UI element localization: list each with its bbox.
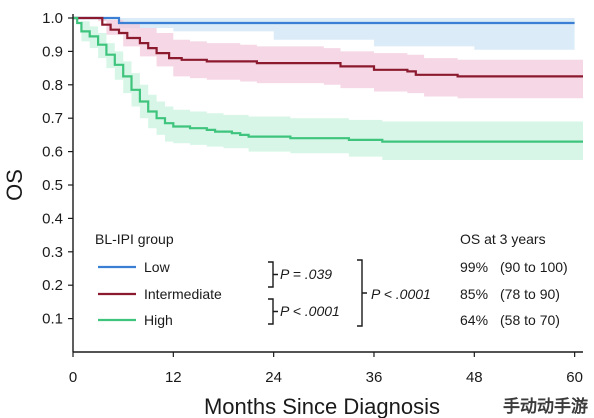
p-value-low-high: P < .0001 (371, 286, 431, 302)
y-tick-label: 0.4 (42, 210, 63, 227)
axes: 0.1 0.2 0.3 0.4 0.5 0.6 0.7 0.8 0.9 1.0 0 12 24 36 48 6… (42, 10, 583, 386)
legend-label-intermediate: Intermediate (144, 286, 222, 302)
x-tick-label: 60 (566, 369, 583, 386)
x-axis-title: Months Since Diagnosis (204, 394, 440, 418)
x-tick-label: 12 (165, 369, 182, 386)
x-tick-label: 48 (466, 369, 483, 386)
y-tick-label: 0.3 (42, 244, 63, 261)
y-tick-label: 0.9 (42, 43, 63, 60)
os-3yr-low: 99% (460, 259, 488, 275)
legend-label-low: Low (144, 259, 171, 275)
ci-3yr-low: (90 to 100) (500, 259, 568, 275)
ci-3yr-high: (58 to 70) (500, 312, 560, 328)
x-tick-label: 36 (366, 369, 383, 386)
y-tick-label: 0.6 (42, 144, 63, 161)
y-tick-label: 0.5 (42, 177, 63, 194)
ci-band-high (73, 18, 583, 164)
y-tick-label: 0.2 (42, 277, 63, 294)
watermark: 手动动手游 (503, 396, 588, 416)
bracket-low-intermediate (268, 261, 278, 288)
bracket-intermediate-high (268, 298, 278, 325)
y-tick-label: 0.7 (42, 110, 63, 127)
y-tick-label: 1.0 (42, 10, 63, 27)
y-tick-label: 0.8 (42, 77, 63, 94)
bracket-low-high (357, 259, 367, 327)
legend-label-high: High (144, 312, 173, 328)
curve-high (73, 16, 583, 143)
os-3yr-high: 64% (460, 312, 488, 328)
legend-title: BL-IPI group (95, 231, 174, 247)
curve-intermediate (73, 16, 583, 78)
ci-band-intermediate (73, 18, 583, 100)
survival-curves (73, 16, 583, 143)
legend: BL-IPI group OS at 3 years Low Intermedi… (95, 231, 568, 328)
os-3yr-intermediate: 85% (460, 286, 488, 302)
p-value-intermediate-high: P < .0001 (280, 303, 340, 319)
confidence-bands (73, 18, 583, 164)
x-tick-label: 24 (265, 369, 282, 386)
p-value-low-intermediate: P = .039 (280, 266, 332, 282)
ci-band-low (73, 18, 575, 52)
ci-3yr-intermediate: (78 to 90) (500, 286, 560, 302)
legend-right-title: OS at 3 years (460, 231, 546, 247)
y-tick-label: 0.1 (42, 311, 63, 328)
x-tick-label: 0 (69, 369, 77, 386)
y-axis-title: OS (2, 169, 27, 201)
